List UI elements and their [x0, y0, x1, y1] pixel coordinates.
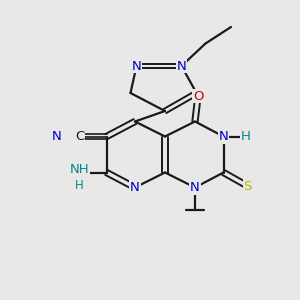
- Text: NH: NH: [70, 163, 89, 176]
- Text: N: N: [219, 130, 228, 143]
- Text: N: N: [177, 59, 186, 73]
- Text: O: O: [193, 89, 203, 103]
- Text: H: H: [75, 178, 84, 192]
- Text: C: C: [75, 130, 84, 143]
- Text: H: H: [241, 130, 251, 143]
- Text: N: N: [190, 181, 200, 194]
- Text: N: N: [130, 181, 140, 194]
- Text: N: N: [132, 59, 141, 73]
- Text: N: N: [52, 130, 62, 143]
- Text: S: S: [243, 179, 252, 193]
